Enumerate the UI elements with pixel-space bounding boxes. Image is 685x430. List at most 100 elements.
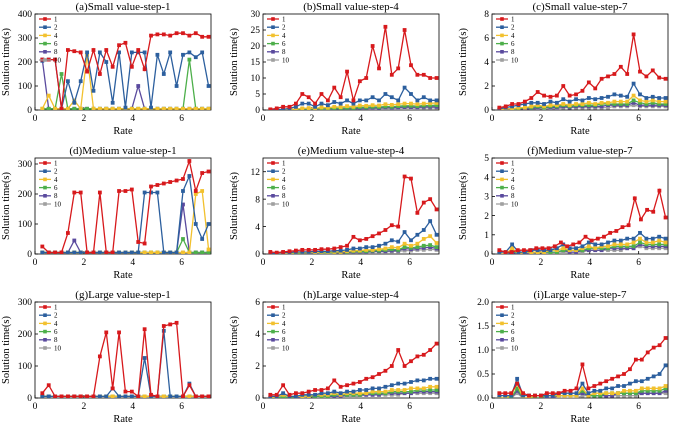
- data-point-1: [657, 75, 662, 80]
- data-point-4: [415, 102, 420, 107]
- data-point-8: [663, 388, 668, 393]
- legend-marker-10: [43, 58, 47, 62]
- data-point-1: [650, 68, 655, 73]
- data-point-4: [377, 389, 381, 394]
- legend-marker-8: [43, 194, 47, 198]
- data-point-1: [187, 33, 192, 38]
- data-point-1: [345, 69, 349, 74]
- data-point-6: [206, 250, 211, 254]
- legend-marker-10: [500, 202, 504, 206]
- series-line-1: [270, 26, 437, 110]
- data-point-1: [129, 187, 134, 192]
- legend-marker-8: [500, 50, 504, 54]
- data-point-1: [592, 384, 597, 388]
- data-point-4: [567, 248, 572, 253]
- subplot-title: (d)Medium value-step-1: [69, 145, 176, 157]
- data-point-6: [46, 106, 51, 110]
- data-point-1: [66, 394, 70, 398]
- data-point-4: [593, 246, 598, 251]
- data-point-2: [91, 88, 96, 93]
- data-point-4: [562, 393, 567, 398]
- data-point-2: [370, 245, 375, 250]
- legend-label-4: 4: [511, 32, 515, 40]
- data-point-2: [586, 96, 591, 100]
- series-line-1: [499, 188, 667, 253]
- data-point-2: [325, 249, 330, 254]
- legend-marker-6: [43, 185, 47, 190]
- x-tick-label: 6: [179, 402, 184, 412]
- data-point-4: [161, 106, 166, 110]
- data-point-1: [651, 209, 656, 214]
- data-point-1: [274, 250, 279, 254]
- y-tick-label: 0.0: [477, 394, 489, 404]
- data-point-2: [580, 244, 585, 249]
- data-point-2: [377, 243, 381, 248]
- data-point-2: [85, 50, 89, 55]
- data-point-2: [383, 241, 388, 246]
- y-tick-label: 5: [484, 154, 489, 164]
- data-point-2: [345, 247, 349, 252]
- legend-label-2: 2: [282, 312, 286, 320]
- data-point-2: [319, 101, 324, 106]
- legend-marker-2: [500, 25, 504, 29]
- data-point-4: [580, 246, 585, 251]
- legend-label-1: 1: [54, 159, 58, 167]
- data-point-8: [181, 202, 185, 207]
- legend-label-8: 8: [511, 336, 515, 344]
- data-point-4: [421, 386, 426, 391]
- data-point-2: [562, 391, 567, 396]
- y-tick-label: 4: [484, 58, 489, 68]
- data-point-1: [117, 330, 121, 335]
- legend-marker-4: [500, 33, 504, 38]
- data-point-2: [592, 388, 597, 393]
- data-point-2: [117, 50, 121, 55]
- x-tick-label: 4: [130, 114, 135, 124]
- data-point-2: [129, 50, 134, 55]
- data-point-6: [631, 244, 636, 249]
- data-point-2: [628, 381, 632, 386]
- data-point-6: [561, 248, 566, 253]
- data-point-4: [618, 242, 623, 247]
- data-point-2: [281, 107, 286, 110]
- x-axis-label: Rate: [570, 126, 590, 137]
- data-point-1: [351, 381, 356, 386]
- legend-marker-1: [271, 17, 275, 21]
- series-layer: [268, 341, 439, 398]
- y-tick-label: 6: [255, 298, 260, 308]
- legend-marker-10: [500, 58, 504, 62]
- data-point-1: [599, 76, 604, 81]
- data-point-4: [434, 384, 439, 389]
- data-point-2: [421, 228, 426, 232]
- subplot-3: (c)Small value-step-70 2 4 602468RateSoluti…: [458, 1, 669, 137]
- data-point-4: [516, 105, 521, 110]
- data-point-4: [554, 103, 559, 108]
- data-point-1: [300, 391, 305, 396]
- data-point-2: [638, 92, 642, 97]
- data-point-10: [631, 103, 636, 108]
- data-point-1: [155, 394, 160, 398]
- data-point-1: [546, 246, 551, 251]
- x-tick-label: 0: [261, 114, 266, 124]
- data-point-4: [428, 234, 433, 239]
- data-point-4: [409, 243, 413, 248]
- data-point-2: [542, 102, 546, 106]
- data-point-6: [631, 98, 636, 103]
- data-point-2: [644, 96, 649, 100]
- y-tick-label: 30: [251, 10, 261, 20]
- legend-marker-8: [500, 194, 504, 198]
- data-point-4: [592, 391, 597, 396]
- data-point-6: [645, 388, 650, 393]
- data-point-4: [554, 248, 559, 253]
- data-point-4: [78, 106, 83, 110]
- data-point-6: [415, 245, 420, 250]
- y-axis-label: Solution time(s): [229, 172, 240, 240]
- legend-label-2: 2: [282, 168, 286, 176]
- x-tick-label: 0: [33, 258, 38, 268]
- data-point-2: [40, 394, 45, 398]
- data-point-1: [616, 374, 620, 379]
- subplot-7: (g)Large value-step-10 2 4 60100200300RateS…: [1, 289, 212, 425]
- data-point-2: [345, 389, 349, 394]
- data-point-1: [136, 48, 141, 52]
- subplot-title: (g)Large value-step-1: [75, 289, 170, 301]
- data-point-1: [632, 196, 637, 201]
